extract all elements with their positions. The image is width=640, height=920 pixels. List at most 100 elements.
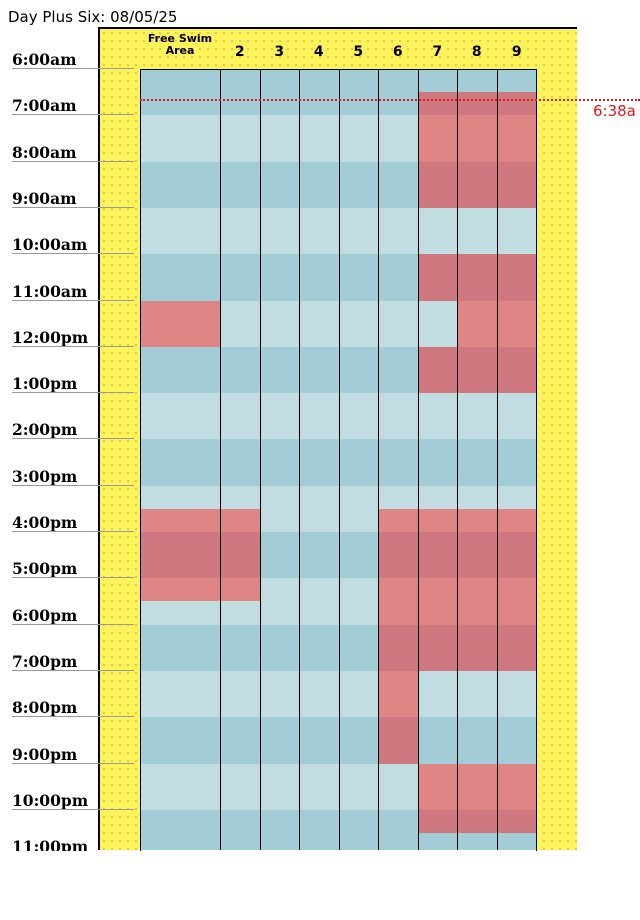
available-slot[interactable] <box>457 717 497 741</box>
available-slot[interactable] <box>140 694 220 718</box>
available-slot[interactable] <box>140 717 220 741</box>
booked-slot[interactable] <box>417 647 457 672</box>
booked-slot[interactable] <box>457 300 497 325</box>
available-slot[interactable] <box>220 369 260 394</box>
available-slot[interactable] <box>496 485 537 510</box>
available-slot[interactable] <box>417 323 457 348</box>
available-slot[interactable] <box>259 809 299 834</box>
available-slot[interactable] <box>259 786 299 811</box>
available-slot[interactable] <box>417 694 457 718</box>
booked-slot[interactable] <box>496 323 537 348</box>
available-slot[interactable] <box>496 231 537 255</box>
booked-slot[interactable] <box>457 786 497 811</box>
available-slot[interactable] <box>140 763 220 788</box>
available-slot[interactable] <box>299 346 339 371</box>
available-slot[interactable] <box>259 346 299 371</box>
booked-slot[interactable] <box>457 555 497 579</box>
available-slot[interactable] <box>299 694 339 718</box>
available-slot[interactable] <box>299 69 339 93</box>
booked-slot[interactable] <box>378 578 418 603</box>
booked-slot[interactable] <box>417 555 457 579</box>
available-slot[interactable] <box>220 717 260 741</box>
available-slot[interactable] <box>299 578 339 603</box>
available-slot[interactable] <box>299 254 339 278</box>
available-slot[interactable] <box>299 439 339 464</box>
available-slot[interactable] <box>220 694 260 718</box>
available-slot[interactable] <box>259 647 299 672</box>
booked-slot[interactable] <box>496 786 537 811</box>
available-slot[interactable] <box>417 300 457 325</box>
booked-slot[interactable] <box>417 161 457 186</box>
available-slot[interactable] <box>417 740 457 765</box>
available-slot[interactable] <box>457 207 497 232</box>
available-slot[interactable] <box>220 207 260 232</box>
available-slot[interactable] <box>140 601 220 626</box>
available-slot[interactable] <box>338 393 378 417</box>
booked-slot[interactable] <box>496 369 537 394</box>
available-slot[interactable] <box>220 115 260 140</box>
available-slot[interactable] <box>338 508 378 533</box>
booked-slot[interactable] <box>457 532 497 556</box>
available-slot[interactable] <box>496 416 537 440</box>
available-slot[interactable] <box>299 809 339 834</box>
available-slot[interactable] <box>378 277 418 302</box>
available-slot[interactable] <box>220 416 260 440</box>
booked-slot[interactable] <box>140 532 220 556</box>
available-slot[interactable] <box>220 601 260 626</box>
booked-slot[interactable] <box>417 369 457 394</box>
available-slot[interactable] <box>140 346 220 371</box>
available-slot[interactable] <box>259 161 299 186</box>
available-slot[interactable] <box>496 740 537 765</box>
available-slot[interactable] <box>299 161 339 186</box>
booked-slot[interactable] <box>417 138 457 163</box>
available-slot[interactable] <box>220 161 260 186</box>
available-slot[interactable] <box>457 740 497 765</box>
booked-slot[interactable] <box>378 717 418 741</box>
available-slot[interactable] <box>417 393 457 417</box>
available-slot[interactable] <box>378 809 418 834</box>
available-slot[interactable] <box>378 300 418 325</box>
available-slot[interactable] <box>338 462 378 487</box>
available-slot[interactable] <box>259 92 299 116</box>
available-slot[interactable] <box>220 69 260 93</box>
available-slot[interactable] <box>378 346 418 371</box>
available-slot[interactable] <box>140 624 220 649</box>
available-slot[interactable] <box>338 647 378 672</box>
available-slot[interactable] <box>338 717 378 741</box>
available-slot[interactable] <box>457 485 497 510</box>
booked-slot[interactable] <box>457 647 497 672</box>
available-slot[interactable] <box>338 161 378 186</box>
available-slot[interactable] <box>299 670 339 695</box>
booked-slot[interactable] <box>457 763 497 788</box>
available-slot[interactable] <box>140 231 220 255</box>
booked-slot[interactable] <box>457 161 497 186</box>
booked-slot[interactable] <box>378 508 418 533</box>
available-slot[interactable] <box>338 532 378 556</box>
available-slot[interactable] <box>496 717 537 741</box>
available-slot[interactable] <box>299 717 339 741</box>
booked-slot[interactable] <box>496 161 537 186</box>
booked-slot[interactable] <box>417 601 457 626</box>
booked-slot[interactable] <box>140 508 220 533</box>
available-slot[interactable] <box>299 740 339 765</box>
available-slot[interactable] <box>220 277 260 302</box>
available-slot[interactable] <box>417 207 457 232</box>
available-slot[interactable] <box>220 184 260 209</box>
available-slot[interactable] <box>299 369 339 394</box>
available-slot[interactable] <box>220 323 260 348</box>
booked-slot[interactable] <box>220 508 260 533</box>
available-slot[interactable] <box>299 786 339 811</box>
booked-slot[interactable] <box>457 138 497 163</box>
available-slot[interactable] <box>299 624 339 649</box>
available-slot[interactable] <box>457 439 497 464</box>
available-slot[interactable] <box>299 508 339 533</box>
available-slot[interactable] <box>259 254 299 278</box>
available-slot[interactable] <box>378 231 418 255</box>
available-slot[interactable] <box>457 694 497 718</box>
available-slot[interactable] <box>259 277 299 302</box>
available-slot[interactable] <box>338 439 378 464</box>
available-slot[interactable] <box>259 578 299 603</box>
available-slot[interactable] <box>338 763 378 788</box>
available-slot[interactable] <box>140 670 220 695</box>
available-slot[interactable] <box>220 809 260 834</box>
